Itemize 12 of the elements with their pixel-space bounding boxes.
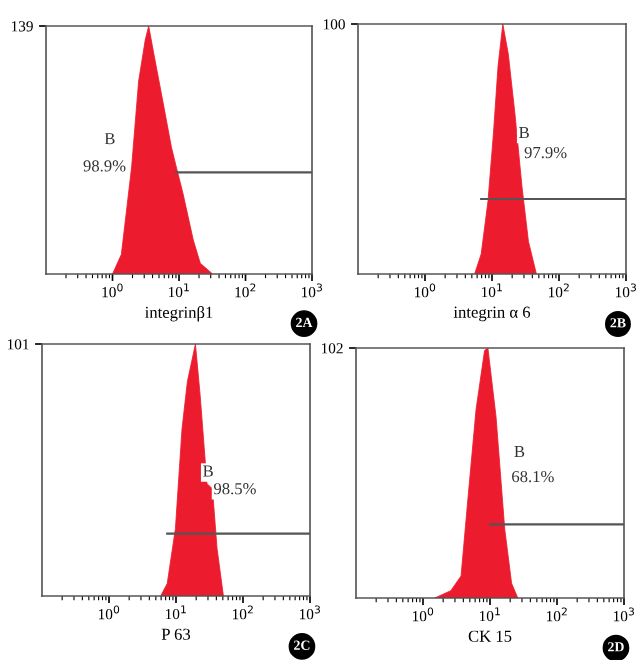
x-axis-title: P 63 — [161, 628, 191, 640]
annotation: B — [514, 446, 525, 458]
x-axis-title: integrin α 6 — [453, 306, 531, 322]
annotation: 68.1% — [512, 470, 554, 483]
annotation: 98.5% — [213, 483, 256, 495]
annotation: 97.9% — [524, 146, 567, 159]
x-axis-title: integrinβ1 — [145, 306, 213, 322]
annotation: 98.9% — [83, 160, 126, 172]
annotation: B — [203, 465, 213, 477]
annotation: B — [519, 127, 529, 139]
annotation: B — [104, 133, 115, 145]
x-axis-title: CK 15 — [468, 630, 512, 642]
